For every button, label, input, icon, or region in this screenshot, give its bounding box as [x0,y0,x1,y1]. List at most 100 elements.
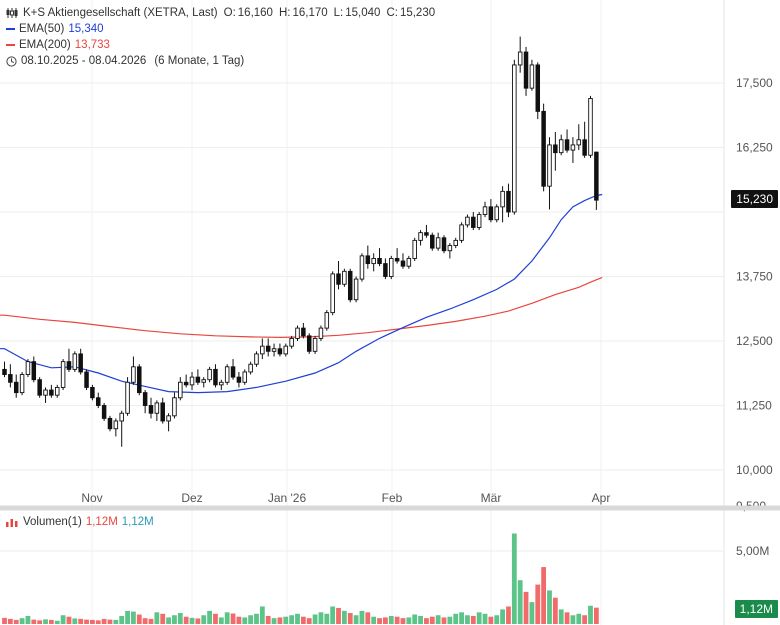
last-volume-badge: 1,12M [734,600,778,618]
volume-bar [218,617,224,624]
volume-bar [95,620,101,624]
volume-bar [453,613,459,624]
candle [512,59,517,215]
candle [178,377,183,401]
volume-bar [535,584,541,624]
volume-bar [588,605,593,624]
candle [201,377,206,388]
ema200-swatch [6,44,15,46]
volume-bar [271,618,277,624]
ema200-path [0,276,603,339]
volume-bar [101,618,107,624]
time-axis: Nov Dez Jan '26 Feb Mär Apr [81,491,610,505]
volume-bar [283,616,289,624]
candle [25,359,31,378]
volume-bar [160,613,166,624]
candle [318,325,324,341]
volume-bar [552,597,558,624]
candle [459,222,464,243]
candle [72,351,78,372]
volume-bar [394,616,400,624]
candle [60,359,66,391]
candle [248,361,253,375]
candle [107,415,113,432]
volume-bar [2,617,7,624]
volume-value-red: 1,12M [85,516,118,528]
ema200-line [0,276,603,339]
volume-bar [207,610,212,624]
volume-bar [541,567,547,624]
candle [547,137,552,210]
volume-bar [166,617,171,624]
candle [230,359,236,380]
candle [359,253,365,282]
price-tick-label: 13,750 [736,270,773,284]
candle [377,248,382,267]
volume-bar [582,615,588,624]
volume-bar [353,615,359,624]
candle [242,369,248,385]
candle [189,371,195,391]
candle [371,253,376,272]
volume-bar [388,615,394,624]
volume-bar [183,616,189,624]
candle [183,374,189,388]
candle [113,418,119,437]
candle [96,392,101,409]
volume-bar [125,610,130,624]
ema200-value: 13,733 [74,39,110,51]
candle [224,364,230,385]
volume-bar [482,613,488,624]
volume-bar [201,615,207,624]
volume-bar [318,612,324,624]
legend-title-row: K+S Aktiengesellschaft (XETRA, Last) O: … [6,5,439,21]
candle [471,212,476,231]
volume-bar [31,619,37,624]
volume-bar [576,613,582,624]
candle [207,366,212,383]
volume-bar [441,617,447,624]
candle [594,151,599,210]
volume-value-blue: 1,12M [121,516,154,528]
ema200-label: EMA(200) [19,39,71,51]
candle [424,224,429,238]
volume-bar [523,591,529,624]
volume-bar [447,616,453,624]
legend-ema50-row[interactable]: EMA(50) 15,340 [6,21,439,37]
candle [236,371,242,388]
volume-bar [224,612,230,624]
candle [49,384,54,398]
legend-ema200-row[interactable]: EMA(200) 13,733 [6,37,439,53]
volume-bar [424,618,429,624]
candle [19,371,25,396]
candle [324,310,330,331]
volume-bar [248,615,254,624]
candle [418,230,423,246]
candle [142,390,148,414]
volume-bar [306,618,312,624]
volume-bar [400,618,406,624]
candle [412,237,417,262]
volume-bar [195,618,201,624]
volume-bar [189,617,195,624]
candle [523,46,529,96]
date-range-detail: (6 Monate, 1 Tag) [154,55,245,67]
volume-bar [347,613,353,624]
time-tick-label: Jan '26 [268,491,307,505]
volume-bar [37,620,43,624]
volume-bar [494,615,500,624]
grid-lines [0,0,725,625]
price-tick-label: 17,500 [736,76,773,90]
volume-bar [90,619,95,624]
volume-bar [336,607,341,624]
candle [312,335,318,354]
instrument-title: K+S Aktiengesellschaft (XETRA, Last) [23,7,218,19]
volume-bar [500,609,505,624]
ohlc-o-label: O: [223,7,236,19]
candle [90,384,95,401]
candle [535,62,541,120]
candle [441,235,447,254]
candle [365,245,371,269]
candle [54,384,60,398]
